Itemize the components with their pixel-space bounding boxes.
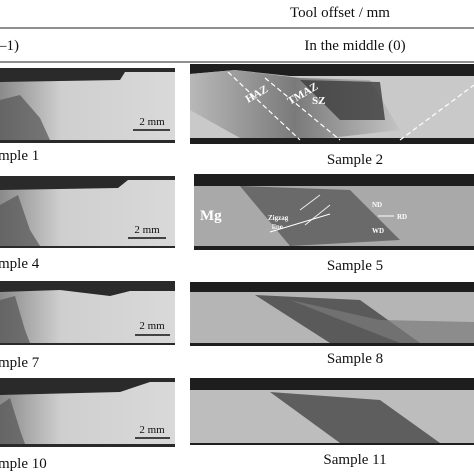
micrograph [0, 68, 175, 143]
micrograph [190, 378, 474, 445]
panel-label: Sample 11 [323, 452, 386, 468]
annotation: line [272, 223, 283, 231]
annotation: SZ [312, 95, 325, 107]
micrograph [0, 176, 175, 248]
panel-label: Sample 5 [327, 258, 383, 274]
annotation: Zigzag [268, 214, 289, 222]
panel-label: mple 10 [0, 456, 47, 472]
scale-bar-label: 2 mm [139, 116, 165, 128]
panel-label: mple 1 [0, 148, 39, 164]
annotation: ND [372, 201, 382, 209]
annotation: Mg [200, 208, 222, 224]
panel-label: Sample 8 [327, 351, 383, 367]
column-header: –1) [0, 38, 19, 54]
scale-bar-label: 2 mm [134, 224, 160, 236]
micrograph [190, 282, 474, 346]
scale-bar-label: 2 mm [139, 320, 165, 332]
annotation: RD [397, 213, 407, 221]
panel-label: mple 4 [0, 256, 40, 272]
micrograph [190, 64, 474, 144]
micrograph [0, 378, 175, 447]
scale-bar-label: 2 mm [139, 424, 165, 436]
micrograph [194, 174, 474, 250]
micrograph [0, 281, 175, 345]
panel-label: mple 7 [0, 355, 40, 371]
column-header: In the middle (0) [304, 38, 405, 54]
annotation: WD [372, 227, 384, 235]
header-title: Tool offset / mm [290, 5, 390, 21]
panel-label: Sample 2 [327, 152, 383, 168]
